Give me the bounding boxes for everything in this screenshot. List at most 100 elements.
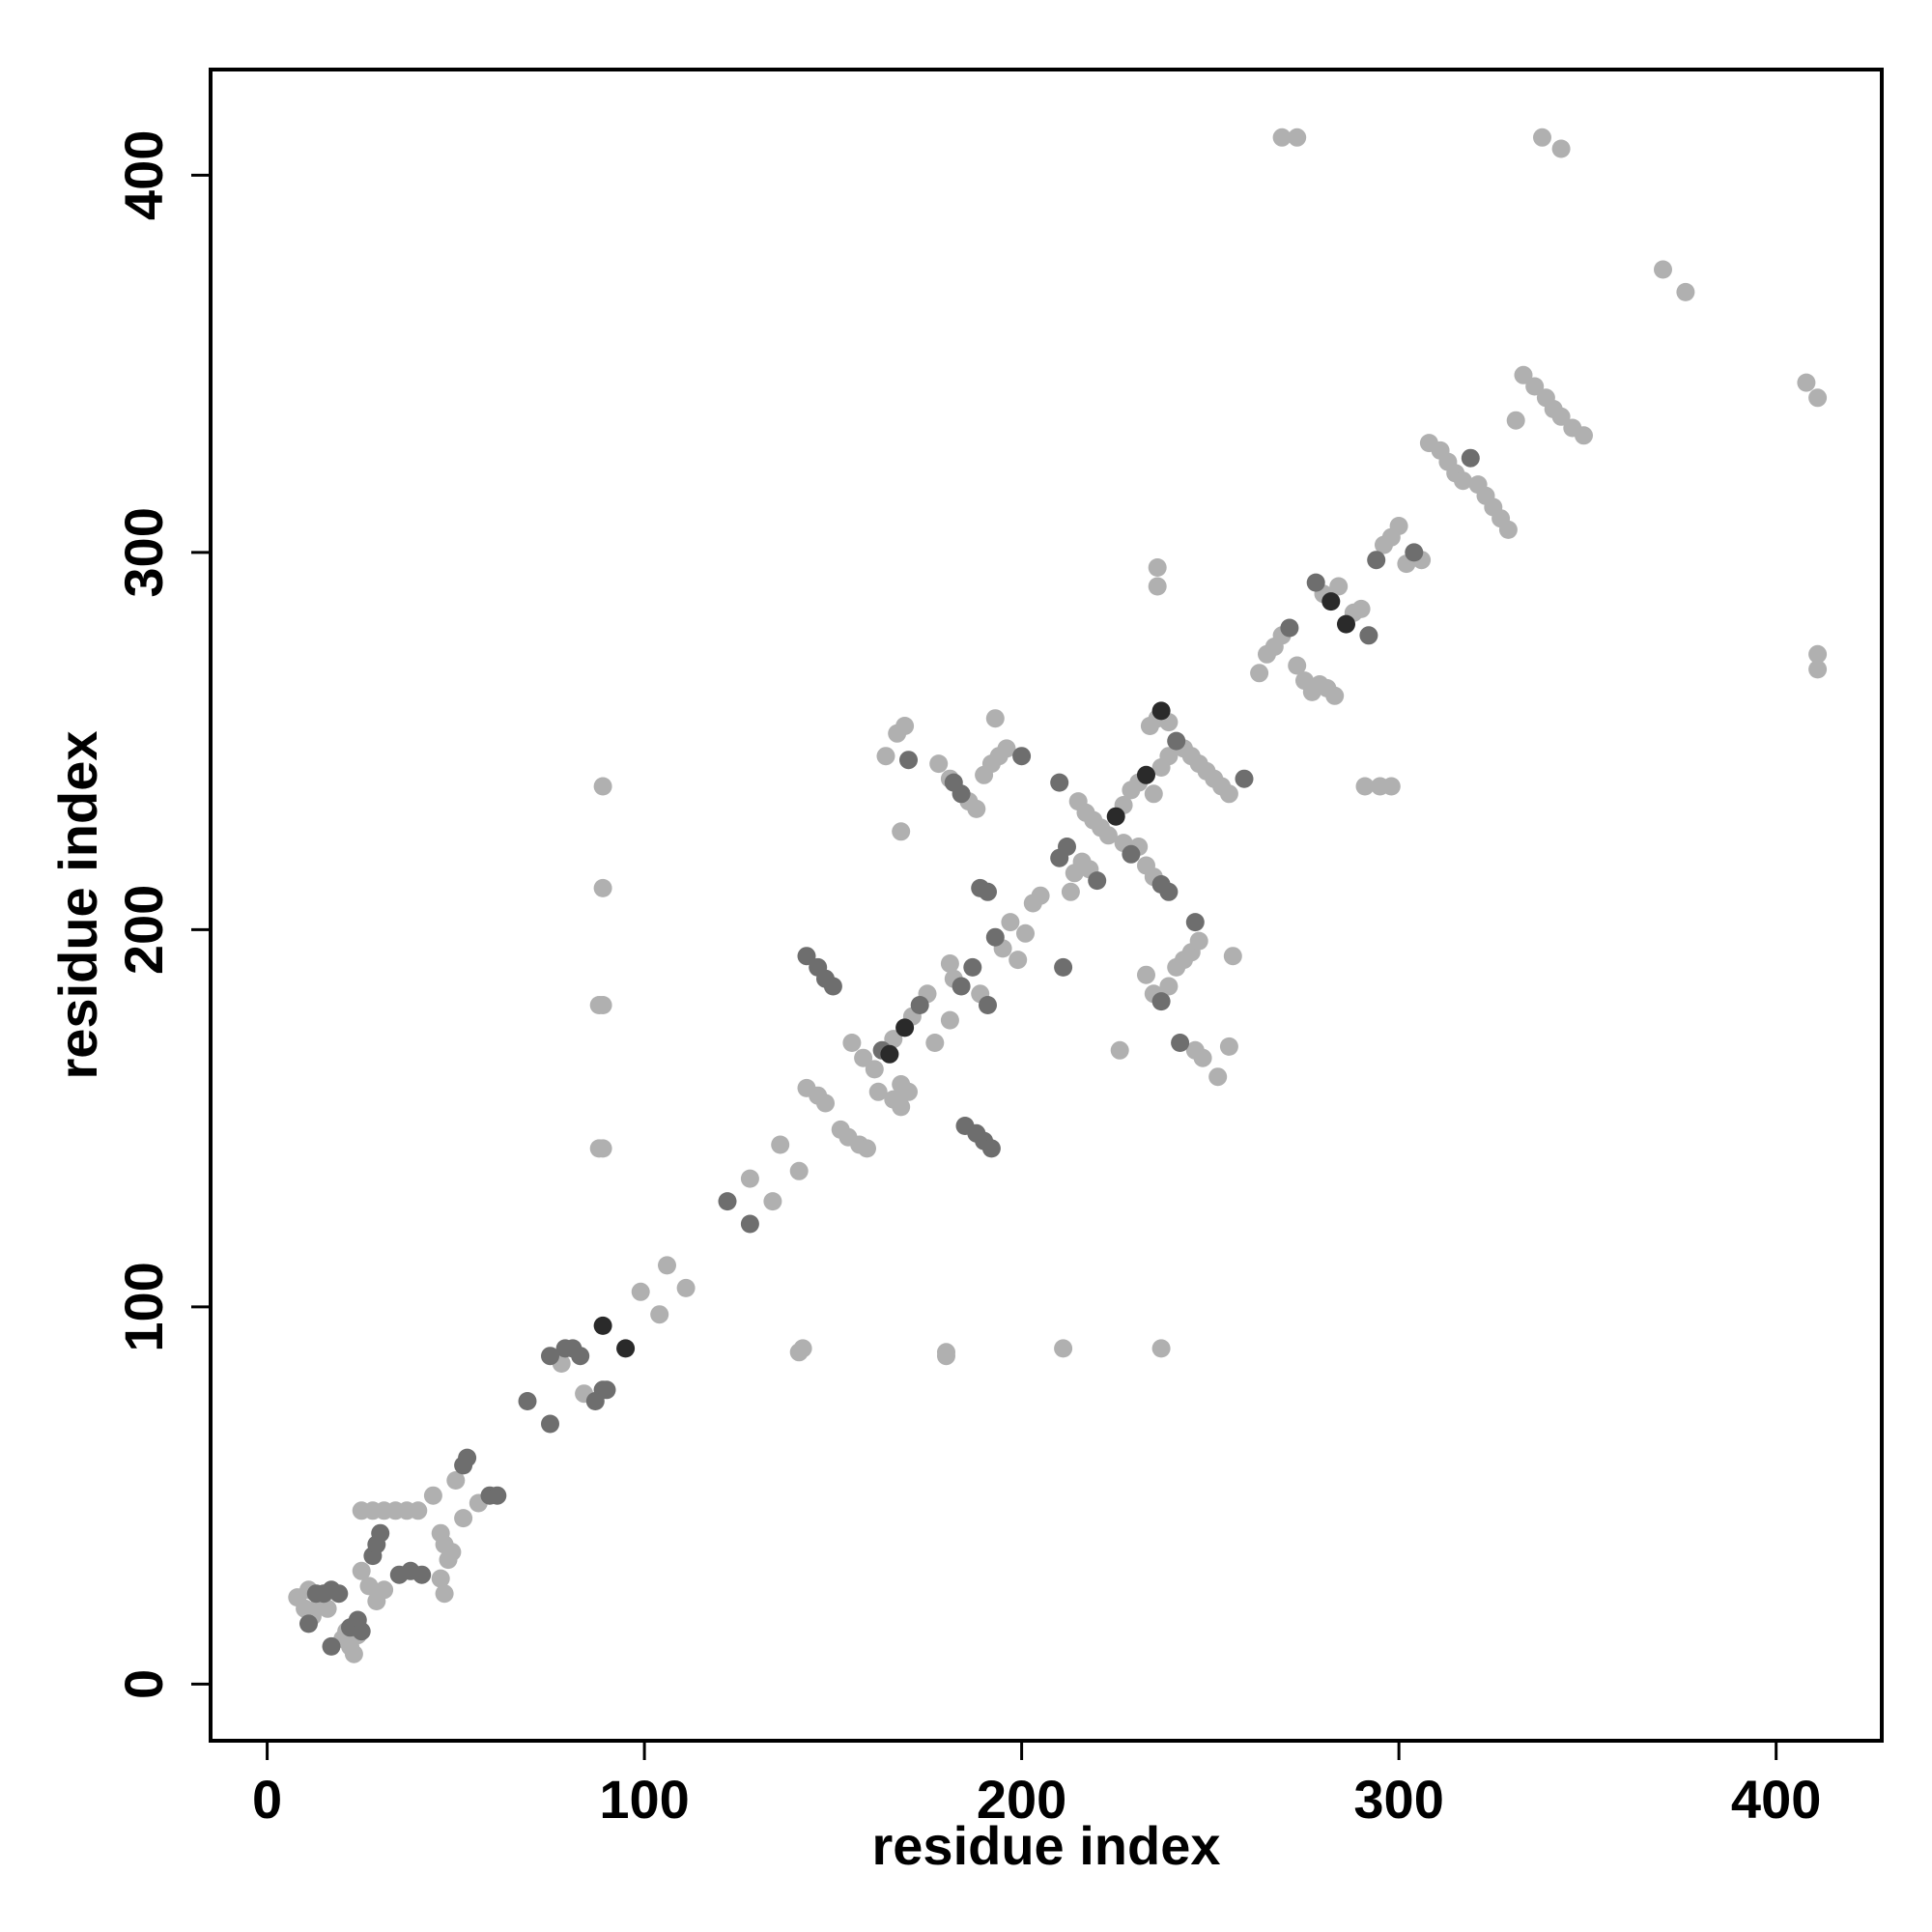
data-point [1797, 373, 1816, 392]
data-point [435, 1584, 454, 1604]
data-point [1159, 882, 1179, 901]
points-layer [288, 128, 1828, 1663]
data-point [409, 1501, 428, 1520]
data-point [571, 1347, 590, 1366]
data-point [1193, 1048, 1212, 1067]
data-point [1016, 923, 1035, 943]
data-point [1551, 407, 1571, 426]
data-point [1405, 543, 1424, 562]
data-point [979, 996, 997, 1014]
data-point [793, 1339, 812, 1358]
data-point [1514, 365, 1533, 384]
data-point [981, 1139, 1001, 1158]
data-point [1110, 1040, 1129, 1060]
data-point [979, 882, 997, 901]
data-point [985, 709, 1005, 728]
data-point [868, 1082, 888, 1101]
data-point [1167, 731, 1186, 751]
data-point [1171, 1034, 1190, 1052]
data-point [1235, 769, 1254, 788]
data-point [1058, 838, 1076, 856]
data-point [1272, 128, 1292, 147]
y-tick-label: 200 [113, 885, 174, 975]
data-point [892, 822, 911, 841]
data-point [1288, 128, 1307, 147]
data-point [1208, 1067, 1228, 1087]
x-tick-label: 200 [977, 1769, 1066, 1830]
data-point [322, 1636, 341, 1656]
data-point [1808, 388, 1828, 408]
data-point [1355, 777, 1375, 796]
data-point [329, 1584, 349, 1604]
data-point [458, 1448, 477, 1467]
data-point [1159, 977, 1179, 996]
data-point [740, 1169, 759, 1188]
data-point [442, 1543, 462, 1562]
data-point [1325, 686, 1345, 705]
data-point [1367, 551, 1386, 570]
data-point [884, 1090, 903, 1109]
x-tick-label: 100 [599, 1769, 689, 1830]
data-point [1351, 599, 1371, 618]
data-point [1454, 471, 1472, 491]
data-point [1337, 614, 1355, 634]
data-point [616, 1339, 636, 1358]
data-point [1654, 260, 1672, 279]
y-axis-title: residue index [47, 730, 108, 1079]
data-point [658, 1256, 676, 1275]
data-point [929, 754, 949, 774]
data-point [899, 751, 918, 770]
data-point [1137, 965, 1155, 984]
data-point [1001, 913, 1020, 932]
data-point [1189, 931, 1208, 951]
data-point [1151, 701, 1171, 721]
data-point [952, 784, 971, 804]
x-axis-title: residue index [871, 1815, 1220, 1876]
data-point [650, 1305, 669, 1324]
data-point [1381, 777, 1401, 796]
data-point [1676, 282, 1695, 301]
data-point [797, 947, 816, 966]
data-point [318, 1599, 337, 1618]
data-point [454, 1509, 473, 1528]
data-point [940, 1010, 959, 1030]
data-point [352, 1561, 371, 1580]
data-point [1808, 660, 1828, 679]
data-point [431, 1569, 450, 1588]
data-point [925, 1034, 945, 1052]
data-point [1061, 882, 1080, 901]
data-point [880, 1044, 899, 1064]
data-point [1306, 573, 1325, 592]
data-point [842, 1034, 862, 1052]
data-point [676, 1278, 696, 1297]
y-tick-label: 0 [113, 1669, 174, 1699]
data-point [899, 1082, 918, 1101]
y-tick-label: 400 [113, 130, 174, 220]
x-tick-label: 300 [1353, 1769, 1443, 1830]
data-point [359, 1577, 379, 1596]
data-point [597, 1380, 616, 1400]
data-point [1122, 844, 1141, 864]
data-point [789, 1161, 809, 1180]
data-point [1498, 520, 1518, 539]
data-point [865, 1060, 884, 1079]
data-point [937, 1347, 955, 1366]
data-point [1151, 1339, 1171, 1358]
data-point [1219, 1037, 1238, 1056]
data-point [940, 954, 959, 973]
data-point [593, 996, 612, 1014]
data-point [446, 1471, 466, 1490]
data-point [299, 1614, 318, 1634]
data-point [1506, 411, 1525, 430]
data-point [718, 1192, 737, 1211]
data-point [1148, 558, 1167, 577]
data-point [1159, 747, 1179, 766]
y-tick-label: 100 [113, 1262, 174, 1351]
data-point [1329, 577, 1349, 596]
data-point [1280, 618, 1299, 638]
data-point [1012, 747, 1032, 766]
data-point [1288, 656, 1307, 675]
data-point [1151, 992, 1171, 1011]
x-axis: 0 100 200 300 400 [252, 1741, 1821, 1830]
data-point [967, 799, 986, 818]
